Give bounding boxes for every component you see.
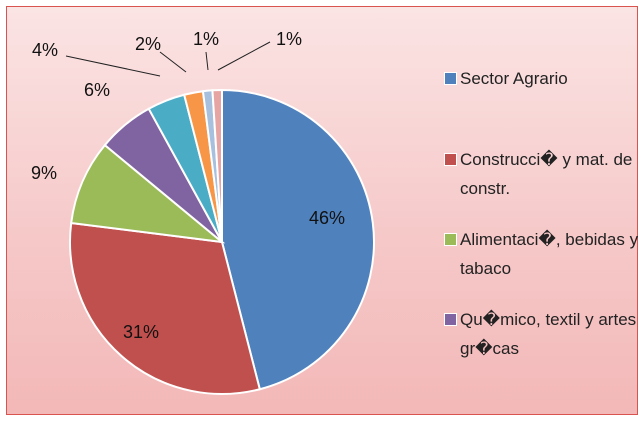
- data-label: 46%: [309, 208, 345, 228]
- legend-entry: Qu�mico, textil y artes gr�cas: [444, 305, 644, 363]
- leader-line: [205, 51, 209, 71]
- legend-label: Alimentaci�, bebidas y tabaco: [460, 230, 639, 278]
- pie-slice: [221, 88, 375, 391]
- legend-entry: Construcci� y mat. de constr.: [444, 145, 644, 203]
- legend-label: Sector Agrario: [460, 69, 568, 88]
- legend-swatch: [444, 72, 457, 85]
- data-label: 6%: [84, 80, 110, 100]
- legend-label: Construcci� y mat. de constr.: [460, 150, 633, 198]
- legend-swatch: [444, 233, 457, 246]
- legend-entry: Sector Agrario: [444, 64, 644, 93]
- leader-line: [217, 41, 271, 71]
- data-label: 4%: [32, 40, 58, 60]
- data-label: 1%: [193, 29, 219, 49]
- data-label: 31%: [123, 322, 159, 342]
- legend-swatch: [444, 313, 457, 326]
- leader-line: [159, 51, 187, 73]
- pie-slice: [70, 143, 226, 244]
- legend-swatch: [444, 153, 457, 166]
- pie-slice: [211, 88, 223, 243]
- pie-slice: [69, 221, 262, 395]
- data-label: 1%: [276, 29, 302, 49]
- legend-entry: Alimentaci�, bebidas y tabaco: [444, 225, 644, 283]
- data-label: 9%: [31, 163, 57, 183]
- data-label: 2%: [135, 34, 161, 54]
- legend-label: Qu�mico, textil y artes gr�cas: [460, 310, 637, 358]
- leader-line: [65, 55, 161, 77]
